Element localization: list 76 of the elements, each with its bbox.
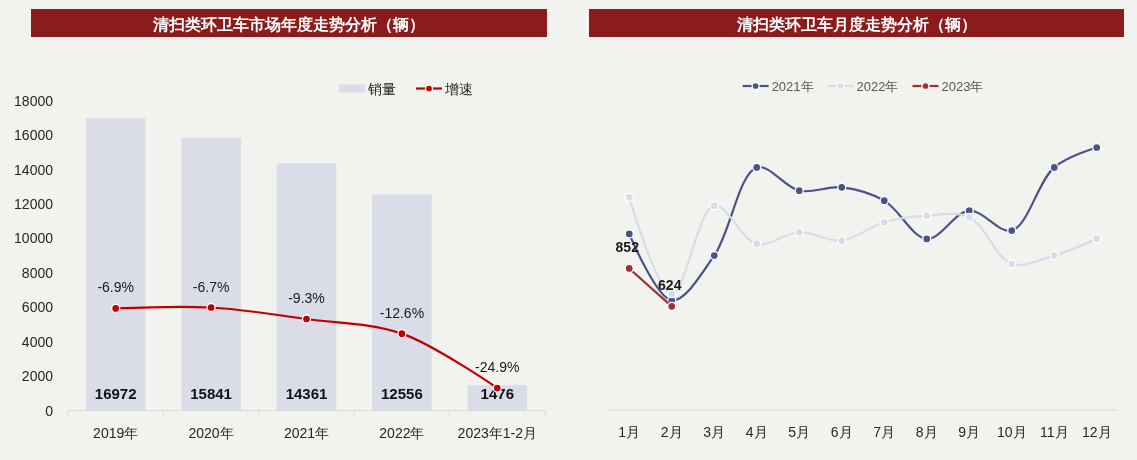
data-label: -6.9% <box>97 279 134 296</box>
point <box>667 289 677 299</box>
point <box>709 250 719 261</box>
point <box>922 210 932 221</box>
legend-label: 增速 <box>444 80 473 97</box>
point <box>624 192 634 202</box>
legend-label: 2023年 <box>941 78 984 94</box>
y-tick-label: 0 <box>45 402 54 419</box>
data-label: -9.3% <box>288 290 325 307</box>
x-tick-label: 1月 <box>618 424 641 440</box>
point <box>397 328 407 339</box>
data-label: 624 <box>658 277 682 294</box>
x-tick-label: 11月 <box>1039 424 1069 440</box>
point <box>1092 142 1102 153</box>
x-tick-label: 2021年 <box>283 424 330 441</box>
x-tick-label: 9月 <box>958 424 981 440</box>
data-label: 16972 <box>94 385 137 403</box>
chart-title: 清扫类环卫车市场年度走势分析（辆） <box>152 14 425 33</box>
point <box>837 235 847 246</box>
data-label: 14361 <box>285 385 328 403</box>
x-tick-label: 2020年 <box>188 424 234 441</box>
point <box>879 217 889 227</box>
point <box>1049 162 1059 173</box>
point <box>206 302 216 313</box>
bar <box>372 194 432 411</box>
point <box>1049 250 1059 261</box>
point <box>794 186 804 196</box>
point <box>752 239 762 249</box>
bar <box>276 163 337 411</box>
x-tick-label: 6月 <box>830 424 853 440</box>
point <box>624 263 634 274</box>
data-label: 15841 <box>190 385 232 403</box>
x-tick-label: 2019年 <box>93 424 139 441</box>
data-label: -12.6% <box>379 304 425 321</box>
x-tick-label: 2月 <box>660 424 683 440</box>
point <box>879 196 889 206</box>
x-tick-label: 2022年 <box>379 424 425 441</box>
point <box>667 301 677 311</box>
point <box>1007 259 1017 269</box>
point <box>1007 225 1017 236</box>
y-tick-label: 2000 <box>21 368 54 385</box>
y-tick-label: 12000 <box>14 196 54 213</box>
legend-label: 销量 <box>367 80 396 97</box>
y-tick-label: 18000 <box>14 92 54 109</box>
point <box>922 234 932 244</box>
data-label: -24.9% <box>475 359 520 376</box>
legend-label: 2021年 <box>771 78 814 94</box>
point <box>752 162 762 173</box>
data-label: -6.7% <box>192 278 230 295</box>
y-tick-label: 14000 <box>14 161 54 178</box>
y-tick-label: 4000 <box>21 333 54 350</box>
bar <box>85 118 146 411</box>
x-tick-label: 8月 <box>915 424 938 440</box>
x-tick-label: 3月 <box>703 424 726 440</box>
x-tick-label: 12月 <box>1081 424 1112 440</box>
y-tick-label: 16000 <box>14 127 54 144</box>
x-tick-label: 4月 <box>745 424 768 440</box>
point <box>964 212 974 222</box>
point <box>624 229 634 239</box>
chart-title: 清扫类环卫车月度走势分析（辆） <box>735 14 977 33</box>
x-tick-label: 2023年1-2月 <box>457 424 537 441</box>
x-tick-label: 5月 <box>788 424 811 440</box>
point <box>837 182 847 193</box>
x-tick-label: 7月 <box>873 424 896 440</box>
point <box>301 314 312 324</box>
point <box>111 303 121 314</box>
y-tick-label: 8000 <box>21 264 54 281</box>
point <box>709 201 719 211</box>
bar <box>181 137 241 411</box>
point <box>794 227 804 237</box>
y-tick-label: 6000 <box>21 299 54 316</box>
point <box>1092 234 1102 244</box>
legend-label: 2022年 <box>856 78 899 94</box>
x-tick-label: 10月 <box>996 424 1027 440</box>
data-label: 12556 <box>381 385 423 403</box>
y-tick-label: 10000 <box>14 230 54 247</box>
